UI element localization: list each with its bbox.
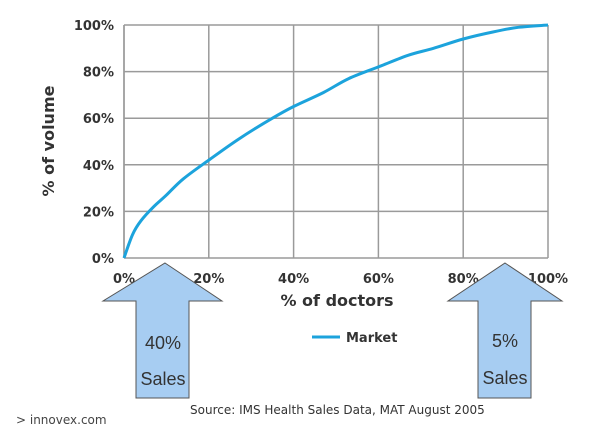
chart-grid [123, 24, 549, 259]
arrow-left: 40% Sales [101, 262, 224, 399]
x-tick-label: 100% [528, 272, 568, 287]
legend: Market [312, 331, 397, 346]
y-tick-label: 100% [74, 19, 114, 34]
x-tick-label: 40% [278, 272, 309, 287]
x-tick-label: 20% [193, 272, 224, 287]
x-tick-label: 60% [363, 272, 394, 287]
y-tick-label: 40% [83, 159, 114, 174]
brand-link: > innovex.com [16, 413, 107, 427]
y-tick-label: 0% [92, 252, 114, 267]
series-line-market [122, 23, 549, 259]
y-axis-title: % of volume [39, 85, 58, 196]
legend-label-market: Market [346, 331, 397, 346]
y-tick-label: 20% [83, 205, 114, 220]
arrow-right-value: 5% [492, 331, 518, 351]
x-tick-label: 0% [113, 272, 135, 287]
arrow-right-label: Sales [482, 368, 527, 388]
x-axis-ticks: 0% 20% 40% 60% 80% 100% [113, 272, 568, 287]
up-arrow-right-shape [446, 262, 564, 399]
y-tick-label: 80% [83, 66, 114, 81]
y-tick-label: 60% [83, 112, 114, 127]
up-arrow-left-shape [101, 262, 224, 399]
y-axis-ticks: 0% 20% 40% 60% 80% 100% [74, 19, 114, 267]
source-note: Source: IMS Health Sales Data, MAT Augus… [190, 403, 485, 417]
x-axis-title: % of doctors [280, 291, 393, 310]
arrow-right: 5% Sales [446, 262, 564, 399]
x-tick-label: 80% [448, 272, 479, 287]
arrow-left-value: 40% [145, 333, 181, 353]
arrow-left-label: Sales [140, 369, 185, 389]
